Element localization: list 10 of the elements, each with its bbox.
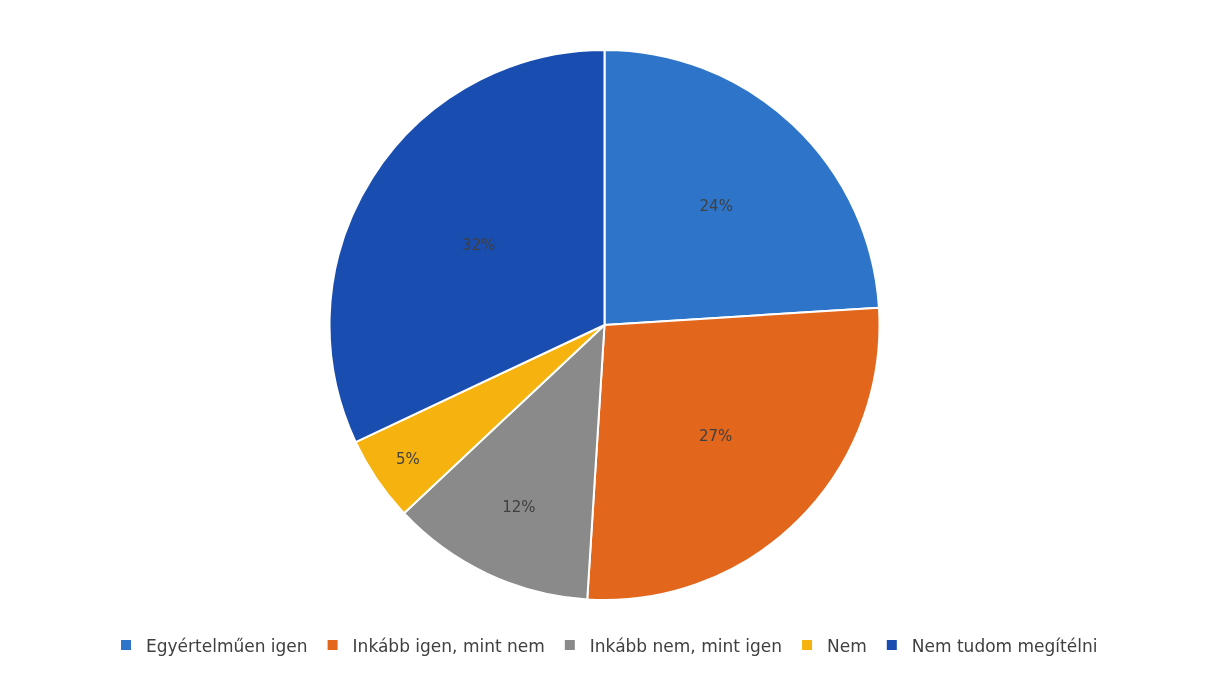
data-label: 12% [502, 497, 536, 516]
legend-label: Nem tudom megítélni [911, 635, 1098, 656]
data-label: 27% [698, 427, 733, 446]
legend-label: Nem [827, 635, 867, 656]
legend-label: Inkább igen, mint nem [352, 635, 545, 656]
legend-label: Inkább nem, mint igen [589, 635, 783, 656]
legend-label: Egyértelműen igen [146, 635, 308, 656]
data-label: 32% [461, 236, 496, 255]
data-label: 24% [699, 197, 733, 215]
data-label: 5% [395, 449, 420, 468]
